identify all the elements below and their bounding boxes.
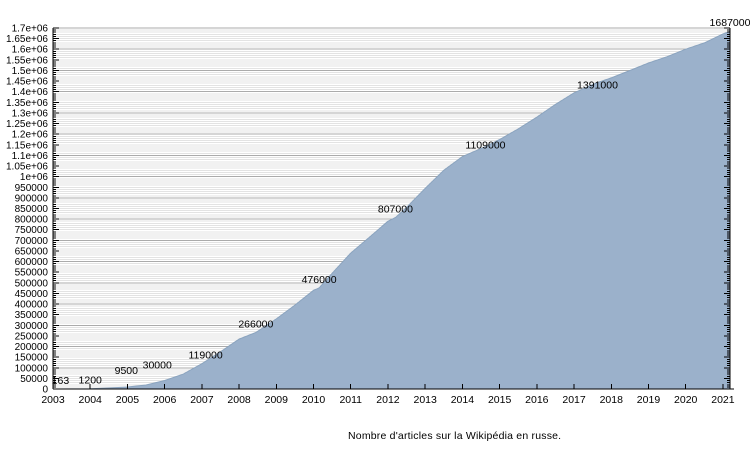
data-label: 163 xyxy=(52,375,70,387)
y-tick-label: 600000 xyxy=(15,257,49,268)
y-tick-label: 1.2e+06 xyxy=(12,130,49,141)
x-tick-label: 2021 xyxy=(711,394,735,406)
y-tick-label: 750000 xyxy=(15,225,49,236)
y-tick-label: 1.15e+06 xyxy=(6,140,48,151)
x-tick-label: 2008 xyxy=(227,394,251,406)
y-tick-label: 550000 xyxy=(15,268,49,279)
y-tick-label: 1.35e+06 xyxy=(6,98,48,109)
y-tick-label: 1.55e+06 xyxy=(6,55,48,66)
data-label: 30000 xyxy=(143,360,172,372)
area-edge-line xyxy=(52,30,731,390)
data-label: 1200 xyxy=(79,375,103,387)
y-tick-label: 1.5e+06 xyxy=(12,66,49,77)
y-tick-label: 1e+06 xyxy=(20,172,49,183)
data-label: 476000 xyxy=(302,274,337,286)
x-tick-label: 2007 xyxy=(190,394,214,406)
y-tick-label: 1.65e+06 xyxy=(6,34,48,45)
x-tick-label: 2017 xyxy=(562,394,586,406)
x-tick-label: 2016 xyxy=(525,394,549,406)
data-label: 1109000 xyxy=(465,140,505,152)
y-tick-label: 700000 xyxy=(15,236,49,247)
y-tick-label: 1.7e+06 xyxy=(12,24,49,35)
y-tick-label: 0 xyxy=(42,385,48,396)
x-tick-label: 2019 xyxy=(637,394,661,406)
y-tick-label: 250000 xyxy=(15,331,49,342)
x-tick-label: 2009 xyxy=(265,394,289,406)
y-tick-label: 500000 xyxy=(15,278,49,289)
y-tick-label: 1.05e+06 xyxy=(6,162,48,173)
x-tick-label: 2004 xyxy=(79,394,103,406)
y-tick-label: 900000 xyxy=(15,193,49,204)
data-label: 119000 xyxy=(188,350,222,362)
x-tick-label: 2020 xyxy=(674,394,698,406)
y-tick-label: 150000 xyxy=(15,353,49,364)
y-tick-label: 200000 xyxy=(15,342,49,353)
x-tick-label: 2013 xyxy=(414,394,438,406)
x-tick-label: 2015 xyxy=(488,394,512,406)
data-label: 1391000 xyxy=(577,80,618,92)
x-tick-label: 2005 xyxy=(116,394,140,406)
y-tick-label: 450000 xyxy=(15,289,49,300)
y-tick-label: 950000 xyxy=(15,183,49,194)
y-tick-label: 1.4e+06 xyxy=(12,87,49,98)
y-tick-label: 1.1e+06 xyxy=(12,151,49,162)
x-tick-label: 2011 xyxy=(339,394,362,406)
y-tick-label: 350000 xyxy=(15,310,49,321)
x-tick-label: 2003 xyxy=(41,394,65,406)
x-tick-label: 2018 xyxy=(600,394,624,406)
x-tick-label: 2006 xyxy=(153,394,177,406)
y-tick-label: 800000 xyxy=(15,215,49,226)
data-label: 807000 xyxy=(378,204,413,216)
area-fill xyxy=(53,31,730,389)
x-tick-label: 2014 xyxy=(451,394,475,406)
y-tick-label: 650000 xyxy=(15,246,49,257)
y-tick-label: 300000 xyxy=(15,321,49,332)
y-tick-label: 100000 xyxy=(15,363,49,374)
x-tick-label: 2012 xyxy=(376,394,400,406)
y-tick-label: 1.45e+06 xyxy=(6,77,48,88)
y-tick-label: 1.3e+06 xyxy=(12,108,49,119)
y-tick-label: 50000 xyxy=(20,374,48,385)
x-tick-label: 2010 xyxy=(302,394,326,406)
y-tick-label: 400000 xyxy=(15,300,49,311)
chart-caption: Nombre d'articles sur la Wikipédia en ru… xyxy=(348,430,562,442)
data-label: 9500 xyxy=(115,365,139,377)
y-tick-label: 850000 xyxy=(15,204,49,215)
data-label: 266000 xyxy=(238,319,273,331)
y-tick-label: 1.6e+06 xyxy=(12,45,49,56)
data-label: 1687000 xyxy=(710,17,750,29)
y-tick-label: 1.25e+06 xyxy=(6,119,48,130)
